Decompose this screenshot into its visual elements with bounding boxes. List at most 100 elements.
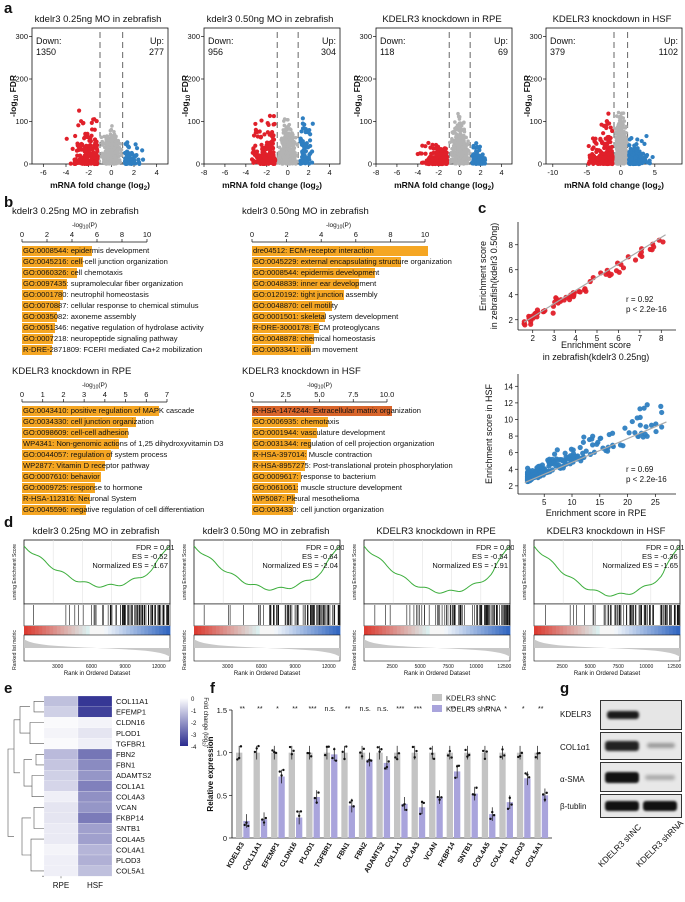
- point-ns: [620, 147, 625, 152]
- strip-cell: [133, 626, 138, 635]
- x-tick-label: -8: [373, 168, 380, 177]
- bar-gene-label: FBN1: [336, 841, 351, 860]
- point-ns: [457, 117, 462, 121]
- strip-cell: [115, 626, 120, 635]
- point-down: [88, 145, 93, 150]
- scatter-point: [586, 436, 593, 443]
- point-down: [89, 120, 94, 125]
- scatter-xlabel: Enrichment score in RPE: [546, 508, 647, 518]
- fdr-value: FDR = 0.01: [136, 543, 174, 552]
- strip-cell: [577, 626, 582, 635]
- go-bar: [252, 406, 393, 416]
- rep-dot: [524, 772, 527, 775]
- point-up: [126, 145, 131, 150]
- heat-cell-hsf: [77, 812, 113, 824]
- rep-dot: [380, 748, 383, 751]
- strip-cell: [75, 626, 80, 635]
- go-bar: [252, 461, 305, 471]
- point-down: [594, 155, 599, 161]
- go-bar: [252, 494, 296, 504]
- point-up: [474, 141, 479, 146]
- strip-cell: [658, 626, 663, 635]
- y-axis-label: -log10 FDR: [8, 75, 20, 117]
- sig-label: ***: [414, 706, 422, 713]
- point-down: [92, 137, 97, 142]
- point-down: [260, 147, 265, 152]
- point-down: [597, 153, 603, 158]
- bar-shnc: [499, 752, 506, 838]
- es-curve: [363, 545, 511, 594]
- strip-cell: [559, 626, 564, 635]
- point-down: [75, 153, 80, 158]
- up-label: Up:: [322, 36, 336, 46]
- point-down: [259, 142, 264, 147]
- strip-cell: [237, 626, 242, 635]
- go-tick-label: 5: [123, 390, 127, 399]
- down-count: 956: [208, 47, 223, 57]
- go-bar: [22, 301, 60, 311]
- y-tick-label: 100: [359, 117, 372, 126]
- strip-cell: [440, 626, 445, 635]
- point-ns: [118, 142, 123, 146]
- rep-dot: [508, 796, 512, 800]
- es-value: ES = -0.54: [472, 552, 508, 561]
- dendro-branch: [21, 817, 31, 856]
- sig-label: **: [468, 706, 474, 713]
- go-term-label: GO:0060326: cell chemotaxis: [23, 268, 123, 277]
- scatter-point: [626, 430, 632, 436]
- volcano-title: KDELR3 knockdown in HSF: [552, 14, 672, 25]
- bar-ylabel: Relative expression: [206, 736, 215, 811]
- gsea-xlabel: Rank in Ordered Dataset: [404, 671, 471, 676]
- rank-ylabel: Ranked list metric: [12, 630, 18, 670]
- point-ns: [285, 118, 290, 122]
- go-bar: [22, 450, 112, 460]
- blot-asma: [600, 762, 682, 792]
- heat-cell-rpe: [43, 770, 79, 781]
- strip-cell: [226, 626, 231, 635]
- heat-cell-rpe: [43, 717, 79, 728]
- go-term-row: GO:0034330: cell junction organization: [252, 505, 384, 515]
- es-ylabel: unning Enrichment Score: [522, 544, 528, 600]
- go-term-label: GO:0001501: skeletal system development: [253, 312, 399, 321]
- go-term-label: GO:0008544: epidermis development: [253, 268, 380, 277]
- go-term-row: GO:0009725: response to hormone: [22, 483, 142, 493]
- go-term-label: R-HSA-397014: Muscle contraction: [253, 450, 373, 459]
- scatter-point: [622, 425, 628, 431]
- scatter-point: [615, 260, 621, 266]
- point-down: [262, 156, 268, 161]
- x-tick-label: 20: [623, 498, 632, 507]
- point-down: [593, 140, 598, 145]
- heat-gene-label: PLOD1: [116, 729, 141, 738]
- rep-dot: [385, 765, 389, 769]
- scatter-xlabel: in zebrafish(kdelr3 0.25ng): [543, 352, 650, 362]
- heat-legend-tick: -1: [191, 709, 197, 715]
- scatter-point: [659, 424, 665, 430]
- go-axis-sub: 10: [318, 385, 324, 391]
- gsea-xtick: 9000: [120, 664, 131, 670]
- point-down: [428, 145, 433, 150]
- rep-dot: [415, 749, 418, 753]
- go-tick-label: 0: [250, 230, 254, 239]
- go-term-label: GO:0048878: chemical homeostasis: [253, 334, 376, 343]
- point-ns: [619, 119, 624, 124]
- point-ns: [115, 157, 119, 162]
- bar-shrna: [436, 797, 443, 838]
- point-ns: [116, 151, 120, 156]
- strip-cell: [215, 626, 220, 635]
- go-term-label: GO:0048870: cell motility: [253, 301, 338, 310]
- strip-cell: [447, 626, 452, 635]
- point-ns: [107, 151, 111, 156]
- x-tick-label: 6: [616, 334, 621, 343]
- point-ns: [455, 155, 460, 159]
- go-term-row: GO:0045216: cell-cell junction organizat…: [22, 257, 168, 267]
- point-down: [433, 142, 439, 148]
- point-ns: [619, 139, 624, 144]
- x-axis-close: ): [147, 180, 150, 190]
- point-down: [271, 113, 276, 119]
- heat-col-label: HSF: [87, 881, 103, 890]
- point-down: [75, 143, 80, 148]
- strip-cell: [665, 626, 670, 635]
- strip-cell: [534, 626, 539, 635]
